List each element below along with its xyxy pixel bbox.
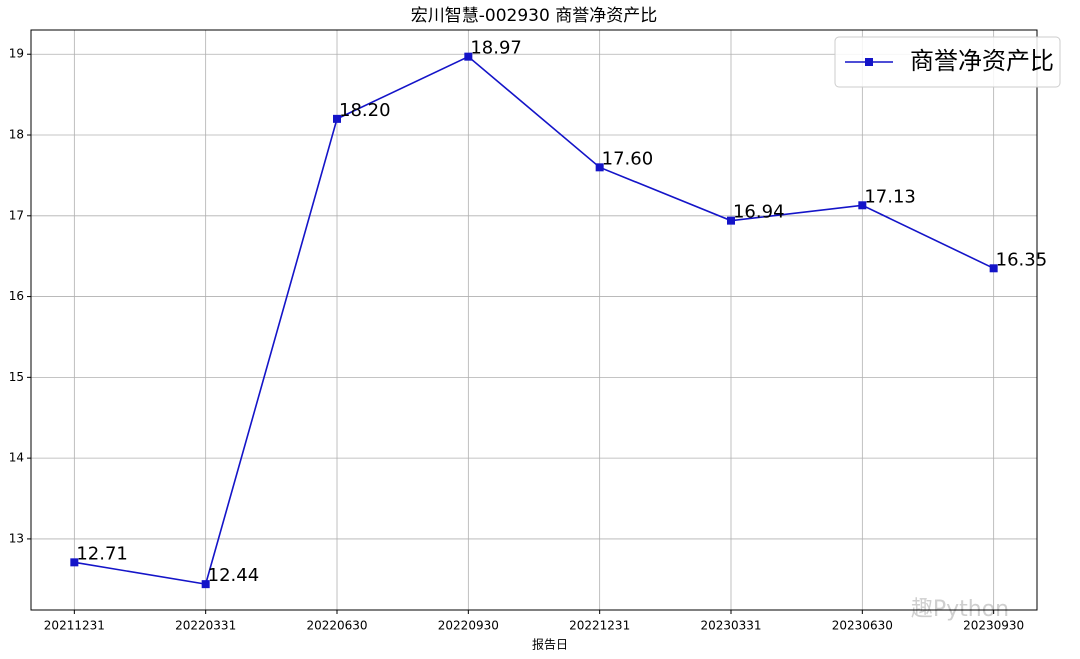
y-tick-label: 18	[9, 128, 24, 142]
data-point	[70, 558, 79, 567]
data-label: 17.60	[602, 148, 654, 169]
y-tick-label: 16	[9, 289, 24, 303]
chart-title: 宏川智慧-002930 商誉净资产比	[411, 6, 657, 26]
y-tick-label: 15	[9, 370, 24, 384]
data-label: 18.20	[339, 100, 391, 121]
x-axis-label: 报告日	[532, 637, 568, 652]
x-tick-label: 20230630	[832, 619, 893, 633]
x-tick-label: 20220331	[175, 619, 236, 633]
y-tick-label: 17	[9, 208, 24, 222]
x-tick-label: 20220930	[438, 619, 499, 633]
x-tick-label: 20230930	[963, 619, 1024, 633]
data-point	[726, 216, 735, 225]
x-tick-label: 20220630	[306, 619, 367, 633]
y-tick-label: 14	[9, 451, 24, 465]
data-label: 12.71	[76, 543, 128, 564]
data-label: 12.44	[208, 565, 260, 586]
data-line	[74, 55, 995, 586]
plot-frame	[30, 29, 1038, 611]
data-point	[989, 264, 998, 273]
legend-marker	[865, 58, 873, 66]
x-tick-label: 20230331	[700, 619, 761, 633]
data-point	[595, 163, 604, 172]
y-tick-label: 13	[9, 531, 24, 545]
data-label: 18.97	[470, 38, 522, 59]
legend-box	[834, 36, 1061, 88]
x-tick-label: 20211231	[44, 619, 105, 633]
x-tick-label: 20221231	[569, 619, 630, 633]
data-label: 17.13	[864, 186, 916, 207]
legend-label: 商誉净资产比	[910, 47, 1054, 75]
data-point	[201, 580, 210, 589]
y-tick-label: 19	[9, 47, 24, 61]
data-point	[464, 52, 473, 61]
data-label: 16.94	[733, 202, 785, 223]
data-label: 16.35	[996, 249, 1048, 270]
data-point	[858, 201, 867, 210]
data-point	[333, 114, 342, 123]
